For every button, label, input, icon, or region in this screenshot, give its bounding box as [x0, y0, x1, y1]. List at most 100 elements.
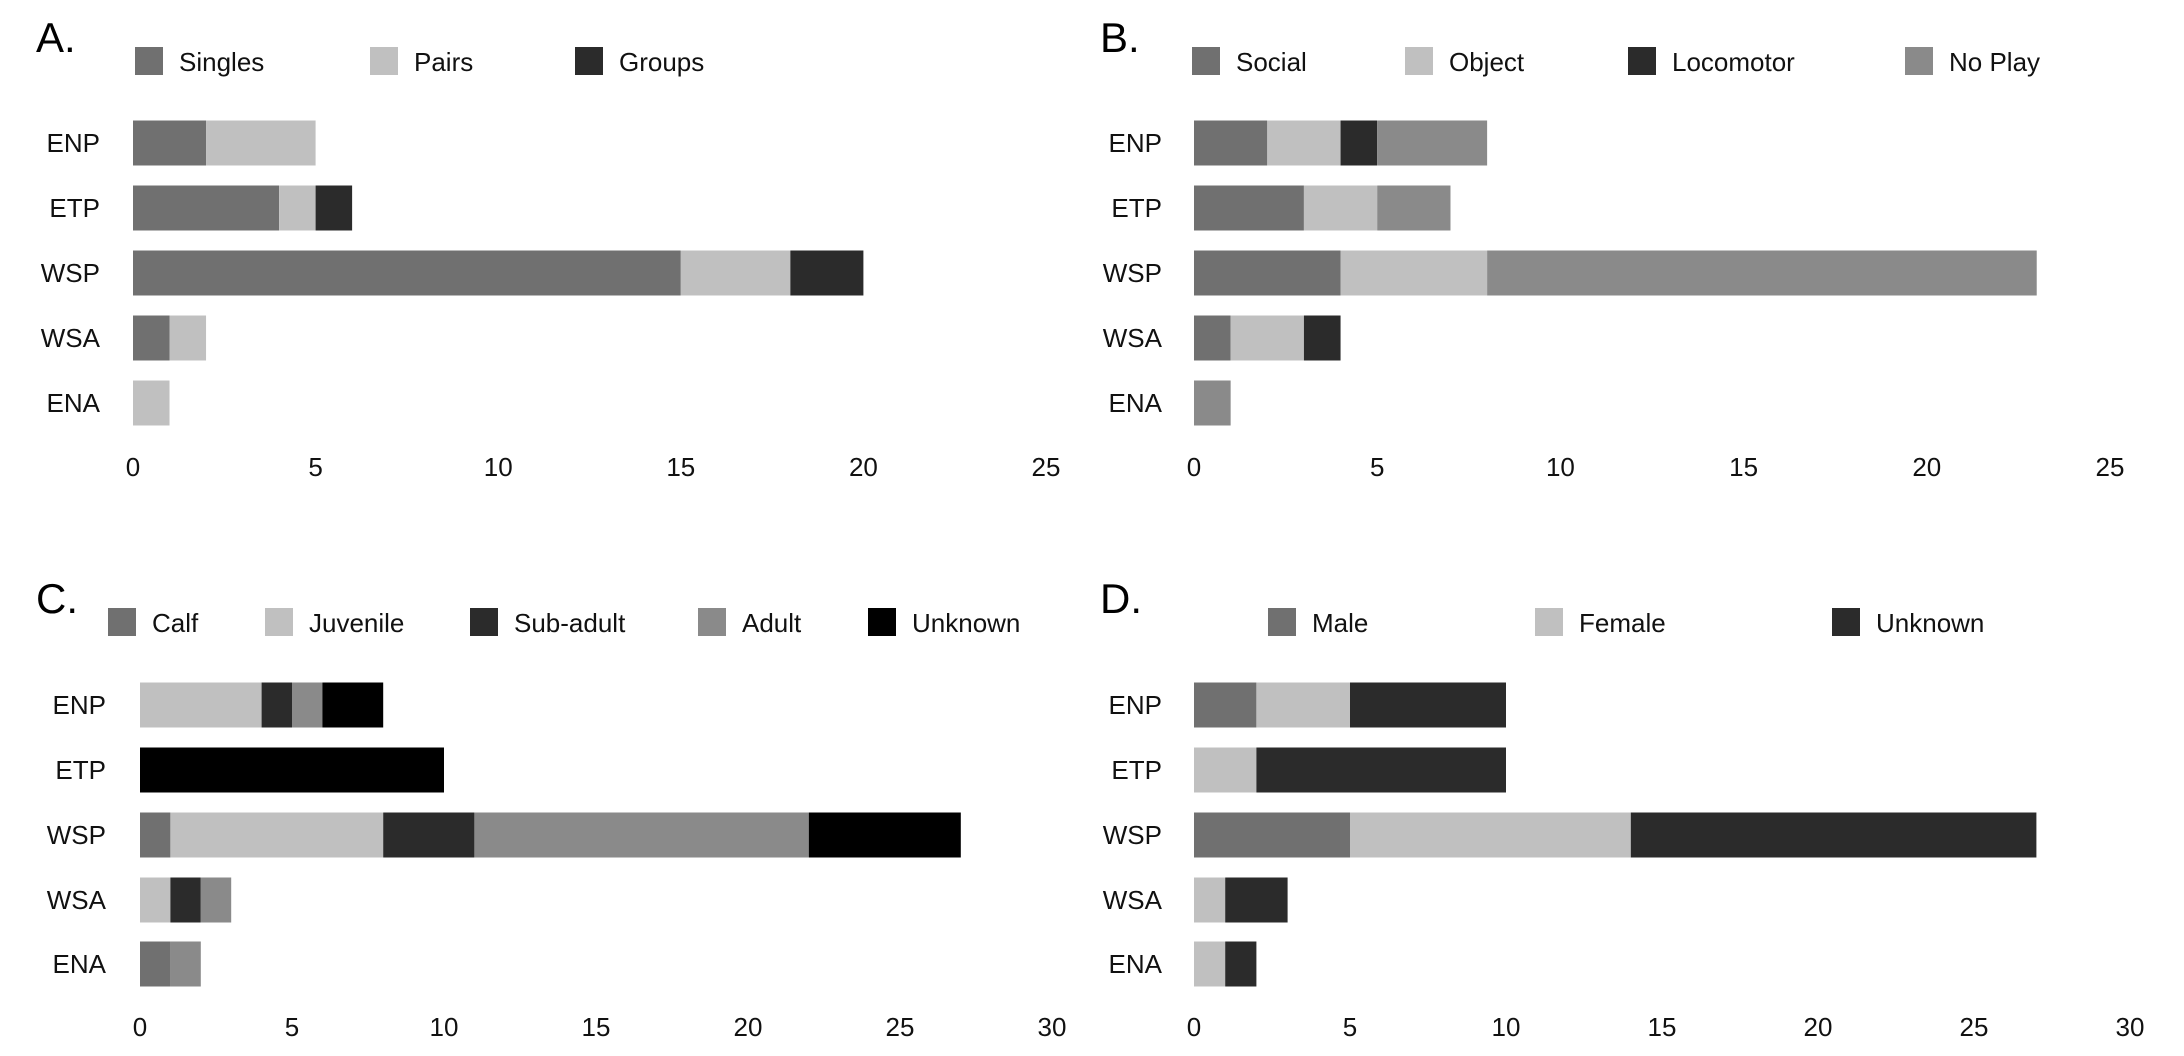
bar-enp-unknown	[1350, 682, 1506, 728]
x-tick-label: 0	[133, 1012, 147, 1042]
x-tick-label: 20	[734, 1012, 763, 1042]
bar-enp-locomotor	[1340, 120, 1378, 166]
category-label: WSA	[1103, 885, 1163, 915]
category-label: ETP	[55, 755, 106, 785]
legend-label: Unknown	[912, 608, 1020, 638]
category-label: ENA	[1109, 949, 1163, 979]
panel-letter: A.	[36, 14, 76, 61]
legend-swatch-singles	[135, 47, 163, 75]
bar-ena-adult	[170, 941, 201, 987]
x-tick-label: 15	[582, 1012, 611, 1042]
x-tick-label: 0	[1187, 452, 1201, 482]
bar-wsp-social	[1194, 250, 1341, 296]
category-label: ENP	[47, 128, 100, 158]
legend-label: Groups	[619, 47, 704, 77]
x-tick-label: 5	[285, 1012, 299, 1042]
category-label: WSP	[1103, 258, 1162, 288]
legend-swatch-unknown	[868, 608, 896, 636]
bar-enp-juvenile	[140, 682, 262, 728]
x-tick-label: 20	[1912, 452, 1941, 482]
bar-enp-male	[1194, 682, 1257, 728]
bar-etp-pairs	[279, 185, 316, 231]
bar-enp-unknown	[322, 682, 384, 728]
legend-label: Unknown	[1876, 608, 1984, 638]
category-label: ENA	[53, 949, 107, 979]
x-tick-label: 15	[1729, 452, 1758, 482]
bar-wsa-female	[1194, 877, 1226, 923]
panel-4: D. Male Female Unknown ENP ETP WSP WSA ENA 0 5 10 15…	[1100, 575, 2144, 1042]
bar-etp-unknown	[1256, 747, 1506, 793]
legend-swatch-groups	[575, 47, 603, 75]
x-tick-label: 25	[1960, 1012, 1989, 1042]
x-tick-label: 10	[484, 452, 513, 482]
category-label: ETP	[1111, 193, 1162, 223]
bar-wsp-pairs	[680, 250, 791, 296]
x-tick-label: 10	[430, 1012, 459, 1042]
bar-enp-singles	[133, 120, 207, 166]
panel-1: A. Singles Pairs Groups ENP ETP WSP WSA ENA 0 5 10 1…	[36, 14, 1060, 482]
bar-wsp-unknown	[808, 812, 961, 858]
bar-wsa-locomotor	[1303, 315, 1341, 361]
bar-ena-no-play	[1194, 380, 1231, 426]
bar-wsp-male	[1194, 812, 1350, 858]
category-label: WSA	[47, 885, 107, 915]
bar-wsp-no-play	[1487, 250, 2037, 296]
bar-wsp-adult	[474, 812, 809, 858]
panel-letter: D.	[1100, 575, 1142, 622]
category-label: WSP	[47, 820, 106, 850]
legend-label: Pairs	[414, 47, 473, 77]
bar-wsp-object	[1340, 250, 1488, 296]
bar-ena-pairs	[133, 380, 170, 426]
category-label: WSP	[1103, 820, 1162, 850]
legend-swatch-social	[1192, 47, 1220, 75]
category-label: WSP	[41, 258, 100, 288]
x-tick-label: 25	[886, 1012, 915, 1042]
x-tick-label: 0	[1187, 1012, 1201, 1042]
category-label: ENP	[53, 690, 106, 720]
legend-label: Social	[1236, 47, 1307, 77]
bar-wsa-pairs	[169, 315, 207, 361]
bar-etp-singles	[133, 185, 280, 231]
bar-etp-object	[1303, 185, 1378, 231]
legend-swatch-calf	[108, 608, 136, 636]
x-tick-label: 0	[126, 452, 140, 482]
legend-swatch-locomotor	[1628, 47, 1656, 75]
x-tick-label: 5	[1343, 1012, 1357, 1042]
panel-letter: B.	[1100, 14, 1140, 61]
bar-enp-pairs	[206, 120, 316, 166]
bar-wsp-female	[1350, 812, 1631, 858]
bar-enp-social	[1194, 120, 1268, 166]
panel-3: C. Calf Juvenile Sub-adult Adult Unknown ENP ET…	[36, 575, 1066, 1042]
bar-enp-adult	[292, 682, 323, 728]
bar-etp-groups	[315, 185, 353, 231]
legend-swatch-sub-adult	[470, 608, 498, 636]
x-tick-label: 15	[666, 452, 695, 482]
legend-swatch-object	[1405, 47, 1433, 75]
legend-label: No Play	[1949, 47, 2040, 77]
panel-2: B. Social Object Locomotor No Play ENP ETP WSP W…	[1100, 14, 2124, 482]
x-tick-label: 10	[1492, 1012, 1521, 1042]
bar-ena-female	[1194, 941, 1226, 987]
bar-ena-unknown	[1225, 941, 1257, 987]
legend-label: Object	[1449, 47, 1525, 77]
legend-swatch-juvenile	[265, 608, 293, 636]
x-tick-label: 10	[1546, 452, 1575, 482]
x-tick-label: 20	[849, 452, 878, 482]
category-label: ETP	[49, 193, 100, 223]
legend-swatch-female	[1535, 608, 1563, 636]
bar-ena-calf	[140, 941, 171, 987]
bar-wsp-juvenile	[170, 812, 384, 858]
category-label: ENP	[1109, 128, 1162, 158]
x-tick-label: 15	[1648, 1012, 1677, 1042]
bar-enp-no-play	[1377, 120, 1488, 166]
bar-wsa-social	[1194, 315, 1231, 361]
x-tick-label: 5	[308, 452, 322, 482]
category-label: ENP	[1109, 690, 1162, 720]
bar-wsp-singles	[133, 250, 681, 296]
x-tick-label: 20	[1804, 1012, 1833, 1042]
category-label: WSA	[1103, 323, 1163, 353]
bar-wsa-unknown	[1225, 877, 1288, 923]
bar-wsa-juvenile	[140, 877, 171, 923]
bar-wsa-adult	[200, 877, 232, 923]
legend-label: Adult	[742, 608, 802, 638]
